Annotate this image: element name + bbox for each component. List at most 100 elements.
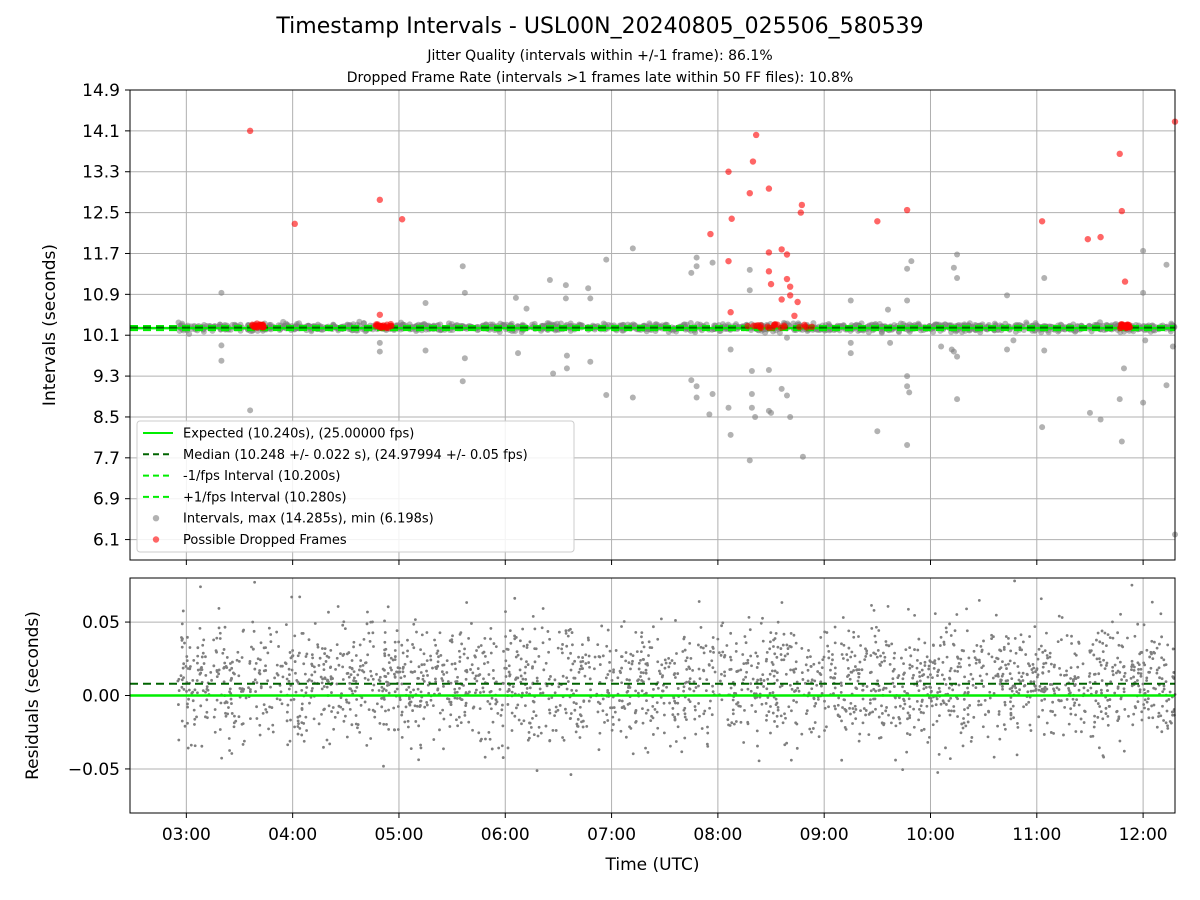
residual-point — [318, 656, 322, 660]
residual-point — [403, 720, 407, 724]
residual-point — [535, 676, 539, 680]
interval-point — [376, 339, 383, 346]
residual-point — [406, 725, 410, 729]
residual-point — [298, 595, 302, 599]
residual-point — [1027, 662, 1030, 666]
residual-point — [341, 665, 345, 669]
residual-point — [1105, 661, 1109, 665]
dropped-frame-point — [765, 324, 773, 332]
residual-point — [936, 771, 940, 774]
residual-point — [597, 748, 601, 752]
residual-point — [425, 659, 429, 662]
residual-point — [327, 610, 330, 614]
residual-point — [468, 690, 471, 694]
residual-point — [704, 644, 708, 648]
residual-point — [200, 744, 204, 748]
residual-point — [237, 674, 241, 678]
residual-point — [1016, 665, 1020, 668]
residual-point — [901, 685, 904, 689]
residual-point — [744, 675, 748, 679]
residual-point — [365, 622, 369, 626]
residual-point — [526, 663, 530, 666]
residual-point — [939, 702, 943, 706]
residual-point — [442, 672, 446, 676]
residual-point — [1030, 668, 1034, 671]
residual-point — [547, 650, 550, 654]
residual-point — [258, 723, 262, 727]
residual-point — [1057, 698, 1061, 702]
residual-point — [384, 709, 387, 713]
residual-point — [1083, 710, 1087, 714]
residual-point — [240, 656, 244, 659]
top-plot-frame — [129, 89, 1176, 561]
residual-point — [684, 659, 688, 663]
residual-point — [320, 687, 324, 691]
interval-point — [954, 353, 961, 360]
residual-point — [294, 671, 297, 675]
residual-point — [769, 705, 772, 708]
residual-point — [926, 740, 930, 744]
residual-point — [915, 659, 919, 662]
residual-point — [469, 668, 472, 671]
residual-point — [1032, 666, 1036, 670]
residual-point — [806, 679, 810, 683]
residual-point — [588, 677, 592, 681]
residual-point — [781, 721, 785, 725]
residual-point — [352, 670, 356, 674]
residual-point — [355, 685, 359, 689]
interval-point — [585, 285, 592, 292]
residual-point — [836, 714, 840, 718]
residual-point — [425, 700, 429, 704]
residual-point — [585, 724, 589, 728]
residual-point — [298, 714, 302, 718]
residual-point — [962, 721, 966, 725]
residual-point — [1096, 715, 1100, 719]
residual-point — [619, 729, 623, 733]
residual-point — [1011, 704, 1015, 708]
interval-point — [1010, 337, 1017, 344]
residual-point — [705, 742, 709, 746]
interval-point — [904, 265, 911, 272]
residual-point — [907, 607, 910, 611]
residual-point — [809, 655, 812, 659]
residual-point — [1014, 651, 1018, 655]
residual-point — [366, 610, 369, 614]
residual-point — [1104, 644, 1108, 648]
residual-point — [193, 688, 197, 692]
residual-point — [1136, 622, 1140, 626]
residual-point — [331, 677, 334, 681]
interval-point — [515, 350, 522, 357]
residual-point — [655, 701, 659, 705]
dropped-frame-point — [1121, 278, 1129, 285]
residual-point — [1133, 665, 1136, 669]
residual-point — [569, 712, 573, 715]
residual-point — [541, 641, 545, 645]
residual-point — [844, 727, 848, 731]
residual-point — [329, 665, 333, 669]
residual-point — [258, 658, 262, 662]
residual-point — [861, 684, 865, 687]
residual-point — [199, 671, 203, 675]
residual-point — [659, 617, 663, 621]
dropped-frame-point — [783, 275, 791, 283]
residual-point — [442, 717, 446, 721]
residual-point — [646, 708, 650, 712]
residual-point — [980, 679, 984, 683]
residual-point — [377, 678, 381, 682]
residual-point — [1003, 703, 1007, 707]
residual-point — [288, 739, 292, 743]
residual-point — [773, 669, 777, 673]
residual-point — [489, 637, 492, 641]
dropped-frame-point — [1116, 150, 1123, 158]
residual-point — [429, 698, 433, 702]
residual-point — [922, 673, 926, 676]
residual-point — [332, 727, 336, 731]
residual-point — [874, 625, 878, 629]
residual-point — [988, 696, 992, 700]
residual-point — [401, 670, 405, 674]
residual-point — [302, 722, 306, 725]
residual-point — [442, 663, 446, 667]
residual-point — [181, 637, 184, 641]
residual-point — [1127, 714, 1130, 718]
residual-point — [586, 636, 590, 640]
